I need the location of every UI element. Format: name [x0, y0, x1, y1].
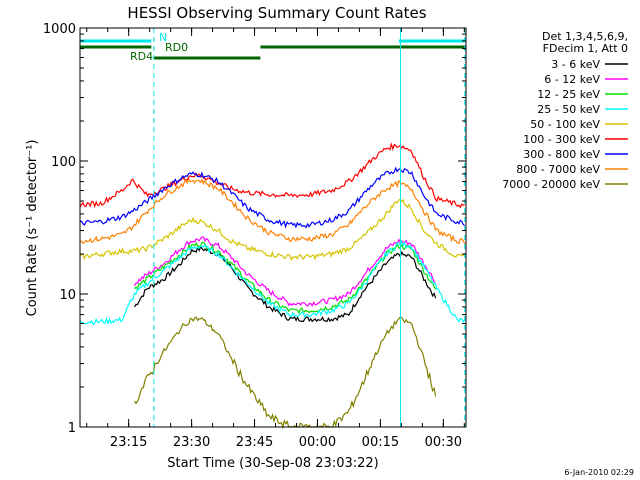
series-line-7	[79, 166, 466, 229]
legend-header-line-2: FDecim 1, Att 0	[543, 42, 628, 55]
legend-header-line-1: Det 1,3,4,5,6,9,	[542, 30, 628, 43]
y-tick-label: 1	[68, 421, 76, 436]
flag-label-n: N	[159, 31, 167, 44]
legend-item-label-3: 12 - 25 keV	[537, 88, 600, 101]
legend: Det 1,3,4,5,6,9, FDecim 1, Att 0 3 - 6 k…	[502, 30, 628, 191]
x-tick-label: 23:45	[236, 435, 273, 450]
footer-timestamp: 6-Jan-2010 02:29	[564, 468, 634, 477]
y-tick-label: 1000	[43, 22, 76, 37]
flag-label-rd4: RD4	[130, 50, 153, 63]
legend-item-label-6: 100 - 300 keV	[523, 133, 600, 146]
series-line-3	[134, 241, 437, 315]
x-axis-label: Start Time (30-Sep-08 23:03:22)	[167, 456, 378, 471]
x-tick-label: 00:30	[425, 435, 462, 450]
chart-title: HESSI Observing Summary Count Rates	[127, 4, 426, 22]
axis-layer: 1 10 100 1000 23:15 23:30 23:45 00:00 00:15 00:30	[43, 22, 466, 450]
series-line-6	[79, 142, 465, 209]
legend-item-label-2: 6 - 12 keV	[544, 73, 600, 86]
y-tick-label: 10	[59, 288, 76, 303]
series-layer	[79, 142, 466, 430]
legend-item-label-5: 50 - 100 keV	[530, 118, 600, 131]
plot-frame	[79, 27, 467, 428]
series-line-8	[80, 177, 466, 245]
flag-label-rd0: RD0	[165, 41, 188, 54]
legend-item-label-1: 3 - 6 keV	[551, 58, 600, 71]
x-tick-label: 23:30	[173, 435, 210, 450]
x-tick-label: 23:15	[110, 435, 147, 450]
y-axis-label: Count Rate (s⁻¹ detector⁻¹)	[25, 140, 40, 317]
legend-item-label-8: 800 - 7000 keV	[516, 163, 600, 176]
legend-item-label-7: 300 - 800 keV	[523, 148, 600, 161]
x-tick-label: 00:15	[362, 435, 399, 450]
series-line-1	[133, 245, 437, 323]
series-line-2	[133, 236, 436, 308]
legend-item-label-4: 25 - 50 keV	[537, 103, 600, 116]
y-tick-label: 100	[51, 155, 76, 170]
legend-item-label-9: 7000 - 20000 keV	[502, 178, 600, 191]
x-tick-label: 00:00	[299, 435, 336, 450]
series-line-9	[133, 316, 437, 430]
